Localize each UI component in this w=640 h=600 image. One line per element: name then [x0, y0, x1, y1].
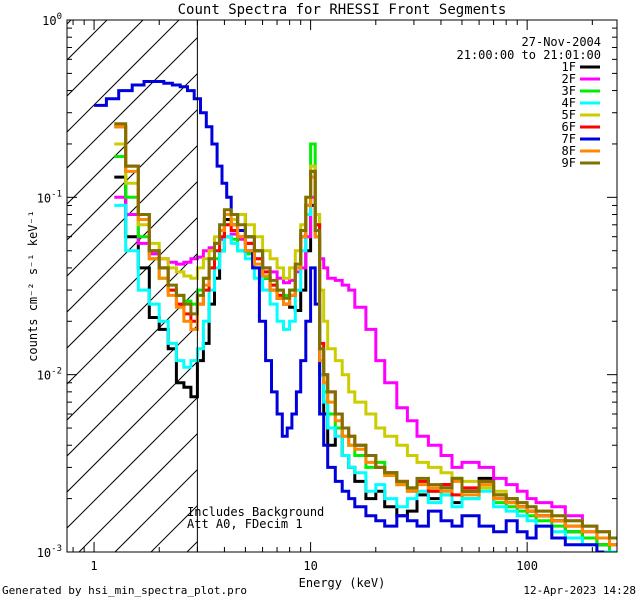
y-tick-label: 10-1	[37, 189, 62, 205]
plot-area	[197, 20, 617, 552]
hatch-line	[67, 20, 252, 205]
legend-label-4F: 4F	[562, 96, 576, 110]
legend-date: 27-Nov-2004	[522, 35, 601, 49]
legend-label-6F: 6F	[562, 120, 576, 134]
x-tick-label: 10	[303, 559, 317, 573]
x-tick-label: 1	[90, 559, 97, 573]
background-note: Includes Background	[187, 505, 324, 519]
series-line-8F	[114, 125, 617, 547]
legend-label-8F: 8F	[562, 144, 576, 158]
series-line-5F	[114, 142, 617, 540]
legend-label-5F: 5F	[562, 108, 576, 122]
x-axis-label: Energy (keV)	[299, 576, 386, 590]
hatch-line	[67, 20, 180, 133]
legend: 27-Nov-2004 21:00:00 to 21:01:00 1F2F3F4…	[457, 35, 602, 170]
attenuator-note: Att A0, FDecim 1	[187, 517, 303, 531]
y-tick-label: 100	[42, 12, 62, 28]
legend-time-range: 21:00:00 to 21:01:00	[457, 48, 602, 62]
chart-title: Count Spectra for RHESSI Front Segments	[178, 2, 507, 18]
series-line-9F	[114, 122, 617, 540]
plot-frame	[66, 19, 618, 553]
legend-label-2F: 2F	[562, 72, 576, 86]
legend-label-1F: 1F	[562, 60, 576, 74]
y-tick-label: 10-2	[37, 367, 62, 383]
timestamp-text: 12-Apr-2023 14:28	[523, 584, 636, 597]
legend-label-3F: 3F	[562, 84, 576, 98]
legend-label-7F: 7F	[562, 132, 576, 146]
hatch-line	[67, 20, 216, 169]
x-tick-label: 100	[516, 559, 538, 573]
legend-label-9F: 9F	[562, 156, 576, 170]
y-axis-label: counts cm⁻² s⁻¹ keV⁻¹	[26, 210, 40, 362]
y-tick-label: 10-3	[37, 544, 62, 560]
generated-by-text: Generated by hsi_min_spectra_plot.pro	[2, 584, 248, 597]
